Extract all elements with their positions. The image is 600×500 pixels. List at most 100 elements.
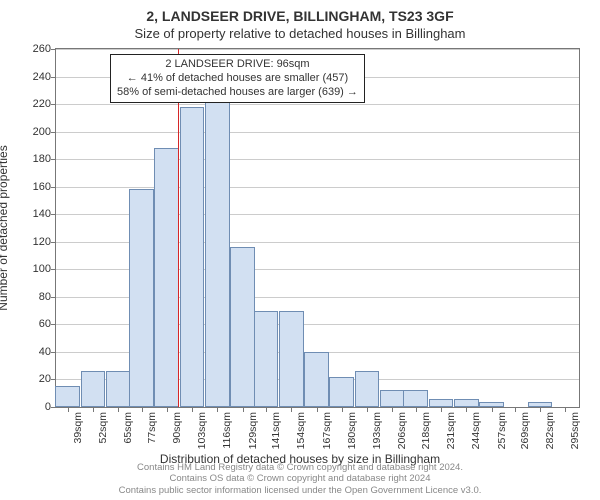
histogram-bar [129, 189, 154, 407]
histogram-bar [528, 402, 553, 408]
annotation-line1: 2 LANDSEER DRIVE: 96sqm [117, 58, 358, 72]
x-tick-mark [142, 408, 143, 412]
y-tick-label: 140 [11, 208, 51, 220]
histogram-bar [429, 399, 454, 407]
y-tick-label: 220 [11, 98, 51, 110]
chart-container: 2, LANDSEER DRIVE, BILLINGHAM, TS23 3GF … [0, 0, 600, 500]
x-tick-label: 103sqm [196, 412, 208, 449]
histogram-bar [106, 371, 131, 407]
x-tick-label: 77sqm [146, 412, 158, 444]
x-tick-mark [540, 408, 541, 412]
y-tick-mark [51, 379, 55, 380]
x-tick-mark [93, 408, 94, 412]
x-tick-label: 193sqm [371, 412, 383, 449]
x-tick-label: 39sqm [72, 412, 84, 444]
x-tick-mark [441, 408, 442, 412]
y-tick-mark [51, 352, 55, 353]
histogram-bar [304, 352, 329, 407]
y-tick-mark [51, 49, 55, 50]
x-tick-mark [68, 408, 69, 412]
x-tick-label: 129sqm [247, 412, 259, 449]
y-tick-label: 60 [11, 318, 51, 330]
y-tick-mark [51, 297, 55, 298]
x-tick-label: 206sqm [396, 412, 408, 449]
x-tick-label: 90sqm [171, 412, 183, 444]
y-tick-label: 20 [11, 373, 51, 385]
histogram-bar [55, 386, 80, 407]
x-tick-label: 154sqm [295, 412, 307, 449]
annotation-line3: 58% of semi-detached houses are larger (… [117, 86, 358, 100]
annotation-box: 2 LANDSEER DRIVE: 96sqm ← 41% of detache… [110, 54, 365, 103]
y-tick-mark [51, 104, 55, 105]
gridline [56, 159, 579, 160]
histogram-bar [180, 107, 205, 407]
x-tick-label: 65sqm [122, 412, 134, 444]
x-tick-label: 269sqm [519, 412, 531, 449]
footer-line3: Contains public sector information licen… [0, 485, 600, 496]
x-tick-label: 244sqm [470, 412, 482, 449]
x-tick-mark [342, 408, 343, 412]
y-axis-label: Number of detached properties [0, 145, 10, 310]
x-tick-label: 231sqm [445, 412, 457, 449]
gridline [56, 187, 579, 188]
histogram-bar [254, 311, 279, 407]
y-tick-label: 100 [11, 263, 51, 275]
x-tick-label: 257sqm [496, 412, 508, 449]
y-tick-label: 0 [11, 401, 51, 413]
x-tick-mark [367, 408, 368, 412]
y-tick-mark [51, 187, 55, 188]
y-tick-mark [51, 324, 55, 325]
footer: Contains HM Land Registry data © Crown c… [0, 462, 600, 496]
x-tick-mark [515, 408, 516, 412]
x-tick-mark [243, 408, 244, 412]
y-tick-label: 240 [11, 71, 51, 83]
y-tick-label: 200 [11, 126, 51, 138]
x-tick-label: 295sqm [569, 412, 581, 449]
y-tick-mark [51, 77, 55, 78]
x-tick-mark [266, 408, 267, 412]
chart-subtitle: Size of property relative to detached ho… [0, 26, 600, 41]
y-tick-mark [51, 159, 55, 160]
x-tick-label: 141sqm [270, 412, 282, 449]
x-tick-mark [466, 408, 467, 412]
x-tick-mark [565, 408, 566, 412]
histogram-bar [454, 399, 479, 407]
chart-title: 2, LANDSEER DRIVE, BILLINGHAM, TS23 3GF [0, 8, 600, 24]
x-tick-mark [492, 408, 493, 412]
histogram-bar [329, 377, 354, 407]
histogram-bar [205, 101, 230, 407]
histogram-bar [355, 371, 380, 407]
x-tick-mark [217, 408, 218, 412]
y-tick-label: 40 [11, 346, 51, 358]
x-tick-mark [317, 408, 318, 412]
x-tick-mark [167, 408, 168, 412]
footer-line1: Contains HM Land Registry data © Crown c… [0, 462, 600, 473]
histogram-bar [479, 402, 504, 408]
x-tick-label: 167sqm [321, 412, 333, 449]
y-tick-mark [51, 269, 55, 270]
y-tick-label: 180 [11, 153, 51, 165]
x-tick-mark [192, 408, 193, 412]
x-tick-mark [291, 408, 292, 412]
y-tick-mark [51, 214, 55, 215]
footer-line2: Contains OS data © Crown copyright and d… [0, 473, 600, 484]
gridline [56, 132, 579, 133]
x-tick-label: 218sqm [420, 412, 432, 449]
x-tick-label: 282sqm [544, 412, 556, 449]
y-tick-label: 80 [11, 291, 51, 303]
annotation-line2: ← 41% of detached houses are smaller (45… [117, 72, 358, 86]
y-tick-mark [51, 242, 55, 243]
x-tick-label: 116sqm [221, 412, 233, 449]
x-tick-mark [118, 408, 119, 412]
y-tick-label: 260 [11, 43, 51, 55]
histogram-bar [81, 371, 106, 407]
y-tick-label: 160 [11, 181, 51, 193]
x-tick-label: 180sqm [346, 412, 358, 449]
x-tick-mark [416, 408, 417, 412]
gridline [56, 49, 579, 50]
histogram-bar [403, 390, 428, 407]
y-tick-label: 120 [11, 236, 51, 248]
x-tick-mark [392, 408, 393, 412]
gridline [56, 104, 579, 105]
histogram-bar [154, 148, 179, 407]
